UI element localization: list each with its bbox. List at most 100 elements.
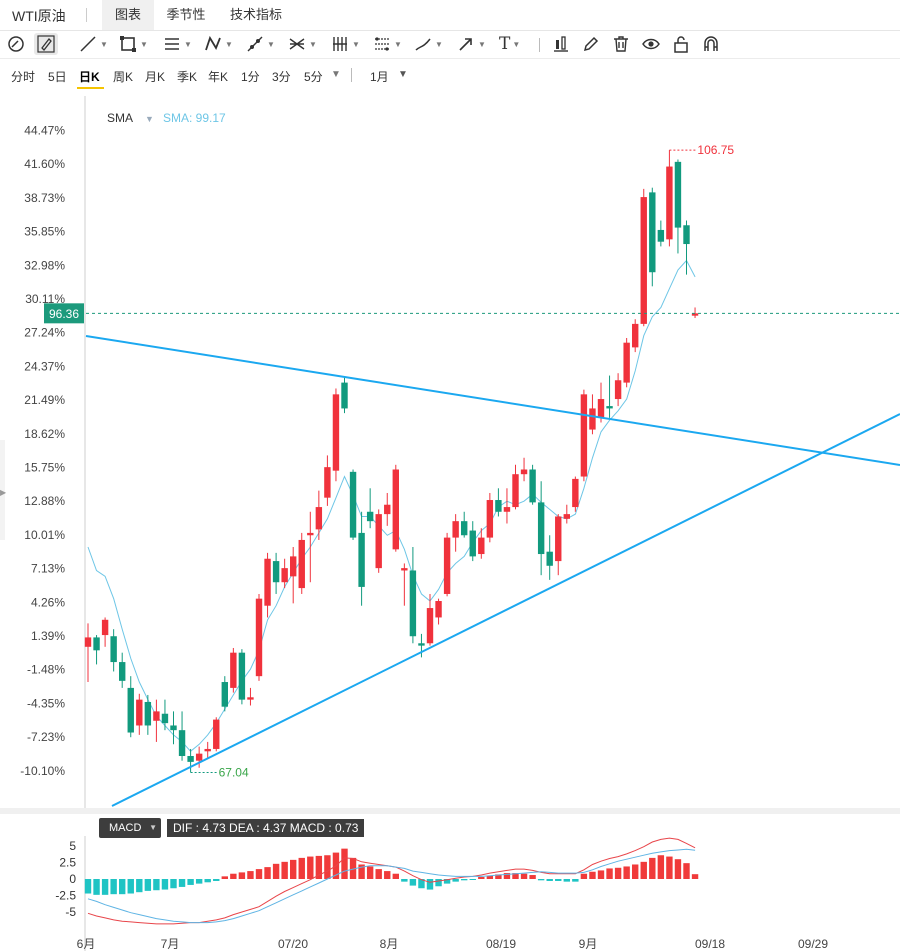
- macd-histogram-bar: [640, 861, 647, 879]
- lock-tool[interactable]: [671, 33, 691, 55]
- active-timeframe-underline: [77, 87, 104, 89]
- candle-body: [392, 469, 399, 550]
- candle-style-tool[interactable]: [551, 33, 571, 55]
- macd-histogram-bar: [572, 879, 579, 882]
- candle-body: [264, 558, 271, 606]
- macd-tick-label: 5: [69, 839, 76, 853]
- candle-body: [512, 474, 519, 508]
- candle: [649, 187, 656, 287]
- candle: [290, 546, 297, 604]
- candle-body: [93, 637, 100, 651]
- timeframe-intraday[interactable]: 分时: [11, 70, 36, 84]
- candle: [555, 514, 562, 576]
- candle: [324, 455, 331, 506]
- candle: [84, 623, 92, 683]
- price-chart[interactable]: 44.47% 41.60% 38.73% 35.85% 32.98% 30.11% 27.2…: [0, 96, 900, 808]
- macd-histogram-bar: [264, 867, 271, 879]
- tab-technical-indicators[interactable]: 技术指标: [229, 7, 282, 22]
- timeframe-3min[interactable]: 3分: [272, 70, 291, 84]
- macd-histogram-bar: [495, 874, 502, 879]
- macd-histogram-bar: [144, 879, 152, 891]
- price-tick-label: 41.60%: [24, 157, 65, 171]
- expand-arrow-icon[interactable]: ▶: [0, 488, 7, 497]
- macd-histogram-bar: [281, 861, 288, 879]
- timeframe-more-dropdown[interactable]: ▼: [331, 69, 341, 80]
- pattern-tool[interactable]: ▼: [203, 33, 233, 55]
- candle: [315, 490, 323, 540]
- high-price-label: 106.75: [697, 143, 734, 157]
- timeframe-5min[interactable]: 5分: [304, 70, 323, 84]
- macd-histogram-bar: [170, 879, 177, 889]
- magnet-tool[interactable]: [701, 33, 721, 55]
- macd-histogram-bar: [84, 879, 92, 894]
- fibonacci-tool[interactable]: ▼: [330, 33, 360, 55]
- left-collapse-handle[interactable]: [0, 440, 5, 540]
- macd-histogram-bar: [674, 859, 682, 879]
- magnet-circle-tool[interactable]: [6, 33, 26, 55]
- candle-style-icon: [554, 36, 568, 52]
- rectangle-tool[interactable]: ▼: [118, 33, 148, 55]
- timeframe-monthly-k[interactable]: 月K: [145, 70, 166, 84]
- macd-selector[interactable]: MACD ▼: [99, 818, 161, 838]
- macd-histogram-bar: [204, 879, 211, 883]
- pencil-lock-tool[interactable]: [34, 33, 58, 55]
- current-price-label: 96.36: [49, 307, 79, 321]
- macd-histogram-bar: [503, 873, 511, 879]
- macd-histogram-bar: [375, 869, 382, 879]
- macd-histogram-bar: [136, 879, 143, 893]
- line-tool[interactable]: ▼: [78, 33, 108, 55]
- candle-body: [255, 598, 263, 677]
- range-selector[interactable]: 1月: [370, 70, 389, 84]
- candle: [589, 394, 596, 435]
- arrow-tool[interactable]: ▼: [456, 33, 486, 55]
- macd-histogram-bar: [341, 848, 348, 879]
- tab-seasonality[interactable]: 季节性: [166, 7, 206, 22]
- visibility-tool[interactable]: [641, 33, 661, 55]
- range-dropdown-icon[interactable]: ▼: [398, 69, 408, 80]
- sma-dropdown-icon[interactable]: ▼: [145, 114, 154, 124]
- candle: [187, 748, 194, 773]
- brush-tool[interactable]: ▼: [413, 33, 443, 55]
- candle-body: [187, 756, 194, 762]
- candle-body: [614, 380, 622, 400]
- candle-body: [580, 394, 588, 477]
- tab-chart[interactable]: 图表: [102, 0, 154, 30]
- parallel-lines-tool[interactable]: ▼: [162, 33, 192, 55]
- macd-histogram-bar: [546, 879, 553, 881]
- path-tool[interactable]: ▼: [245, 33, 275, 55]
- candle-body: [563, 514, 570, 519]
- timeframe-5day[interactable]: 5日: [48, 70, 67, 84]
- sma-indicator-label[interactable]: SMA: [107, 111, 134, 125]
- pane-divider[interactable]: [0, 808, 900, 814]
- candle-body: [409, 570, 417, 637]
- macd-tick-label: -5: [65, 905, 76, 919]
- cross-lines-tool[interactable]: ▼: [287, 33, 317, 55]
- macd-chart[interactable]: 5 2.5 0 -2.5 -5 6月 7月 07/20 8月 08/19 9月 09/18 09/29: [0, 814, 900, 951]
- candle-body: [375, 514, 382, 569]
- candle-body: [298, 539, 305, 589]
- drawing-toolbar: ▼ ▼ ▼ ▼ ▼ ▼ ▼ ▼ ▼ ▼ T ▼: [0, 30, 900, 59]
- timeframe-1min[interactable]: 1分: [241, 70, 260, 84]
- magnet-icon: [704, 36, 718, 51]
- candle: [144, 694, 152, 735]
- timeframe-quarterly-k[interactable]: 季K: [177, 70, 198, 84]
- candle-body: [170, 725, 177, 731]
- macd-histogram-bar: [221, 876, 228, 879]
- edit-tool[interactable]: [581, 33, 601, 55]
- timeframe-yearly-k[interactable]: 年K: [208, 70, 229, 84]
- candle-body: [332, 394, 340, 471]
- macd-histogram-bar: [255, 869, 263, 879]
- timeframe-weekly-k[interactable]: 周K: [113, 70, 134, 84]
- candle: [537, 481, 545, 576]
- date-tick-label: 9月: [579, 937, 598, 951]
- candle-body: [272, 561, 280, 583]
- delete-tool[interactable]: [611, 33, 631, 55]
- text-tool[interactable]: T ▼: [499, 34, 521, 54]
- date-tick-label: 09/18: [695, 937, 725, 951]
- gann-tool[interactable]: ▼: [372, 33, 402, 55]
- macd-histogram-bar: [213, 879, 220, 881]
- date-tick-label: 09/29: [798, 937, 828, 951]
- macd-values: DIF : 4.73 DEA : 4.37 MACD : 0.73: [167, 819, 365, 837]
- timeframe-daily-k[interactable]: 日K: [79, 70, 100, 84]
- candle: [572, 476, 579, 512]
